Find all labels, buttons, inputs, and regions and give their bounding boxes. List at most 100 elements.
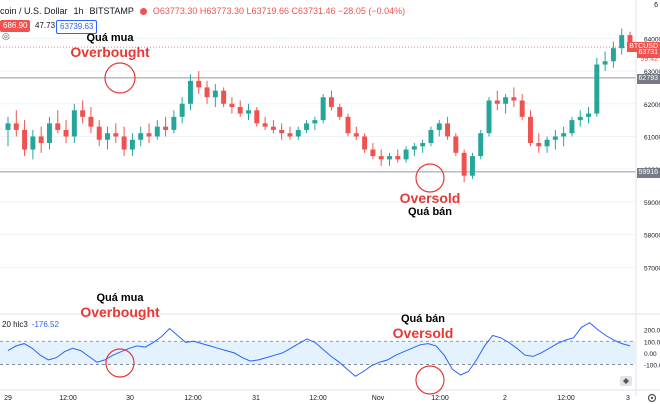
candle-body xyxy=(262,123,268,127)
indicator-tick-label: -100.00 xyxy=(644,363,660,370)
price-grid xyxy=(0,37,636,268)
indicator-legend[interactable]: 20 hlc3 -176.52 xyxy=(2,320,59,329)
buy-button[interactable]: 63739.63 xyxy=(56,20,98,34)
indicator-tick-label: 100.00 xyxy=(644,339,660,346)
candle-body xyxy=(602,61,608,65)
candle-body xyxy=(387,156,392,160)
candle-body xyxy=(138,133,144,140)
candle-body xyxy=(163,126,169,130)
candle-body xyxy=(411,146,417,150)
time-tick-label: Nov xyxy=(372,395,385,402)
candle-body xyxy=(370,149,376,157)
candle-body xyxy=(13,123,19,130)
candle-body xyxy=(179,103,185,117)
time-tick-label: 31 xyxy=(252,395,260,402)
candle-body xyxy=(345,116,351,134)
indicator-name: 20 hlc3 xyxy=(2,320,28,329)
countdown-tag: 59:42 xyxy=(640,56,658,63)
candle-body xyxy=(627,35,633,48)
candle-body xyxy=(610,48,616,62)
symbol-title[interactable]: coin / U.S. Dollar xyxy=(0,6,68,16)
candle-body xyxy=(71,110,77,137)
oversold-label-bottom: Quá bán Oversold xyxy=(392,313,454,341)
sell-button[interactable]: 686.90 xyxy=(0,20,31,32)
candle-body xyxy=(105,133,111,140)
current-symbol-tag: BTCUSD xyxy=(627,42,660,52)
candle-body xyxy=(80,110,86,117)
candle-body xyxy=(171,116,177,130)
candle-body xyxy=(478,133,484,157)
candle-body xyxy=(55,123,61,130)
candle-body xyxy=(304,123,310,130)
candle-body xyxy=(569,120,575,134)
candle-body xyxy=(204,87,210,98)
candle-body xyxy=(594,64,600,114)
status-dot-icon xyxy=(139,7,147,15)
candle-body xyxy=(146,133,152,137)
indicator-axis[interactable]: 200.00 100.00 0.00 -100.00 xyxy=(644,328,660,370)
candle-body xyxy=(328,97,334,108)
candle-body xyxy=(527,116,533,144)
overbought-circle-bottom xyxy=(105,348,135,378)
oversold-label-top: Oversold Quá bán xyxy=(399,190,461,218)
price-tick-label: 64000.0 xyxy=(644,36,660,43)
time-axis[interactable]: 29 12:00 30 12:00 31 12:00 Nov 12:00 2 12:00 3 xyxy=(0,389,660,402)
candle-body xyxy=(403,149,409,160)
eye-icon[interactable]: ◎ xyxy=(2,31,10,41)
indicator-grid xyxy=(0,313,660,365)
candle-body xyxy=(254,110,260,124)
price-axis[interactable]: 64000.063000.062000.061000.060000.059000… xyxy=(635,0,660,396)
candle-body xyxy=(212,90,218,98)
candle-body xyxy=(5,123,11,130)
indicator-value: -176.52 xyxy=(31,320,59,329)
candle-body xyxy=(221,90,227,104)
time-tick-label: 12:00 xyxy=(557,395,575,402)
candle-body xyxy=(46,123,52,144)
candle-body xyxy=(503,97,509,104)
cci-line xyxy=(7,322,631,377)
oversold-circle-top xyxy=(415,163,445,193)
ohlc-values: O63773.30 H63773.30 L63719.66 C63731.46 … xyxy=(152,6,406,16)
candle-body xyxy=(544,139,550,147)
candle-body xyxy=(320,97,326,121)
collapse-arrows-icon[interactable] xyxy=(620,376,632,386)
level-high-tag: 62793 xyxy=(636,74,660,84)
price-tick-label: 63000.0 xyxy=(644,69,660,76)
settings-gear-icon[interactable] xyxy=(647,393,657,403)
candle-body xyxy=(229,103,235,108)
overbought-label-bottom: Quá mua Overbought xyxy=(80,292,160,320)
candle-body xyxy=(445,123,451,137)
candle-body xyxy=(378,156,384,160)
annotation-circles xyxy=(104,62,445,395)
cci-pane xyxy=(7,322,631,377)
indicator-tick-label: 0.00 xyxy=(644,351,657,358)
candle-body xyxy=(154,126,160,137)
indicator-tick-label: 200.00 xyxy=(644,328,660,335)
candle-body xyxy=(519,100,525,117)
candle-body xyxy=(113,133,119,137)
time-tick-label: 2 xyxy=(503,395,507,402)
candle-body xyxy=(187,80,193,104)
candle-body xyxy=(511,97,517,101)
candle-body xyxy=(586,113,592,117)
candle-body xyxy=(395,156,401,160)
candle-body xyxy=(63,129,69,137)
candle-body xyxy=(552,136,558,140)
candle-body xyxy=(30,136,36,150)
candles xyxy=(5,28,633,183)
price-tick-label: 58000.0 xyxy=(644,233,660,240)
chart-header: coin / U.S. Dollar 1h BITSTAMP O63773.30… xyxy=(0,0,411,22)
price-axis-top: 6 xyxy=(654,2,658,9)
candle-body xyxy=(494,100,500,104)
time-tick-label: 12:00 xyxy=(309,395,327,402)
candle-body xyxy=(436,123,442,130)
candle-body xyxy=(22,129,28,150)
candle-body xyxy=(362,136,368,150)
candle-body xyxy=(461,152,467,176)
candle-body xyxy=(577,116,583,121)
spread-value: 47.73 xyxy=(35,21,56,30)
interval[interactable]: 1h xyxy=(73,6,84,16)
time-tick-label: 29 xyxy=(4,395,12,402)
candle-body xyxy=(337,107,343,117)
